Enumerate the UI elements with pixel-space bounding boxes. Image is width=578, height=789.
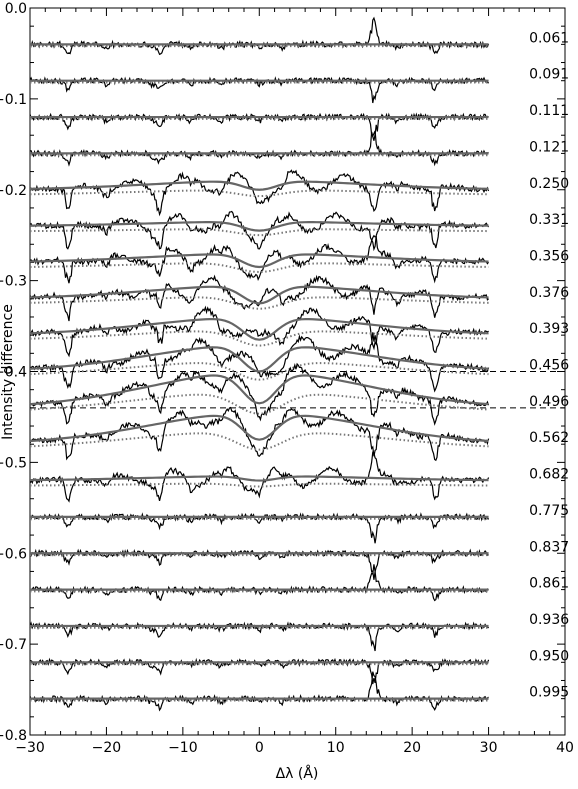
model-solid-0.250 bbox=[29, 180, 489, 191]
phase-label: 0.356 bbox=[529, 248, 569, 264]
y-tick-label: −0.8 bbox=[0, 728, 27, 744]
phase-label: 0.393 bbox=[529, 321, 569, 337]
observed-spectrum-0.061 bbox=[29, 16, 490, 56]
phase-label: 0.936 bbox=[529, 612, 569, 628]
model-dotted-0.376 bbox=[29, 296, 489, 310]
y-axis-title: Intensity difference bbox=[0, 304, 16, 440]
observed-spectrum-0.861 bbox=[29, 564, 489, 602]
phase-label: 0.456 bbox=[529, 358, 569, 374]
phase-label: 0.111 bbox=[529, 103, 569, 119]
axis-ticks: −30 −20 −10 0 10 20 30 40 0.0 −0.1 −0.2 −0.3 −0.4 −0.… bbox=[0, 1, 574, 756]
model-solid-0.496 bbox=[29, 374, 489, 406]
phase-label: 0.775 bbox=[529, 503, 569, 519]
x-tick-label: −30 bbox=[15, 740, 45, 756]
y-tick-label: −0.2 bbox=[0, 183, 27, 199]
y-tick-label: 0.0 bbox=[5, 1, 27, 17]
model-solid-0.331 bbox=[29, 221, 489, 232]
phase-label: 0.861 bbox=[529, 576, 569, 592]
phase-label: 0.995 bbox=[529, 685, 569, 701]
x-tick-label: 10 bbox=[327, 740, 345, 756]
x-tick-label: 20 bbox=[403, 740, 421, 756]
x-tick-label: −20 bbox=[92, 740, 122, 756]
observed-spectrum-0.091 bbox=[29, 76, 490, 104]
phase-label: 0.837 bbox=[529, 539, 569, 555]
x-tick-label: 30 bbox=[480, 740, 498, 756]
model-dotted-0.331 bbox=[29, 228, 489, 237]
phase-labels: 0.061 0.091 0.111 0.121 0.250 0.331 0.356 0.376… bbox=[529, 30, 569, 700]
model-solid-0.562 bbox=[29, 414, 489, 443]
model-dotted-0.456 bbox=[29, 362, 489, 381]
model-solid-0.456 bbox=[29, 346, 489, 373]
y-tick-label: −0.4 bbox=[0, 365, 27, 381]
model-dotted-0.356 bbox=[29, 262, 489, 273]
x-axis-title: Δλ (Å) bbox=[276, 765, 319, 782]
observed-spectrum-0.682 bbox=[29, 451, 490, 503]
y-tick-label: −0.1 bbox=[0, 92, 27, 108]
y-tick-label: −0.3 bbox=[0, 274, 27, 290]
phase-label: 0.950 bbox=[529, 648, 569, 664]
model-dotted-0.393 bbox=[29, 330, 489, 347]
y-tick-label: −0.5 bbox=[0, 455, 27, 471]
observed-spectrum-0.393 bbox=[29, 305, 489, 358]
dashed-reference-lines bbox=[30, 371, 565, 409]
phase-label: 0.061 bbox=[529, 30, 569, 46]
model-solid-0.376 bbox=[29, 285, 489, 305]
x-tick-label: 40 bbox=[556, 740, 574, 756]
model-solid-0.356 bbox=[29, 253, 489, 269]
model-solid-0.393 bbox=[29, 318, 489, 341]
model-dotted-0.682 bbox=[29, 482, 489, 488]
observed-spectrum-0.331 bbox=[29, 210, 490, 252]
x-tick-label: −10 bbox=[168, 740, 198, 756]
phase-label: 0.562 bbox=[529, 430, 569, 446]
observed-spectrum-0.995 bbox=[29, 671, 489, 712]
y-tick-label: −0.6 bbox=[0, 546, 27, 562]
y-tick-label: −0.7 bbox=[0, 637, 27, 653]
model-solid-0.682 bbox=[29, 475, 489, 482]
observed-spectrum-0.121 bbox=[29, 130, 489, 167]
observed-spectrum-0.376 bbox=[29, 274, 489, 322]
phase-label: 0.376 bbox=[529, 285, 569, 301]
observed-spectrum-0.356 bbox=[29, 234, 490, 284]
model-dotted-0.250 bbox=[29, 189, 489, 198]
phase-label: 0.250 bbox=[529, 176, 569, 192]
phase-label: 0.091 bbox=[529, 67, 569, 83]
phase-label: 0.682 bbox=[529, 467, 569, 483]
model-dotted-0.562 bbox=[29, 432, 489, 451]
model-dotted-0.496 bbox=[29, 393, 489, 415]
x-tick-label: 0 bbox=[255, 740, 264, 756]
phase-label: 0.496 bbox=[529, 394, 569, 410]
phase-label: 0.331 bbox=[529, 212, 569, 228]
phase-label: 0.121 bbox=[529, 139, 569, 155]
series-group bbox=[29, 16, 490, 712]
